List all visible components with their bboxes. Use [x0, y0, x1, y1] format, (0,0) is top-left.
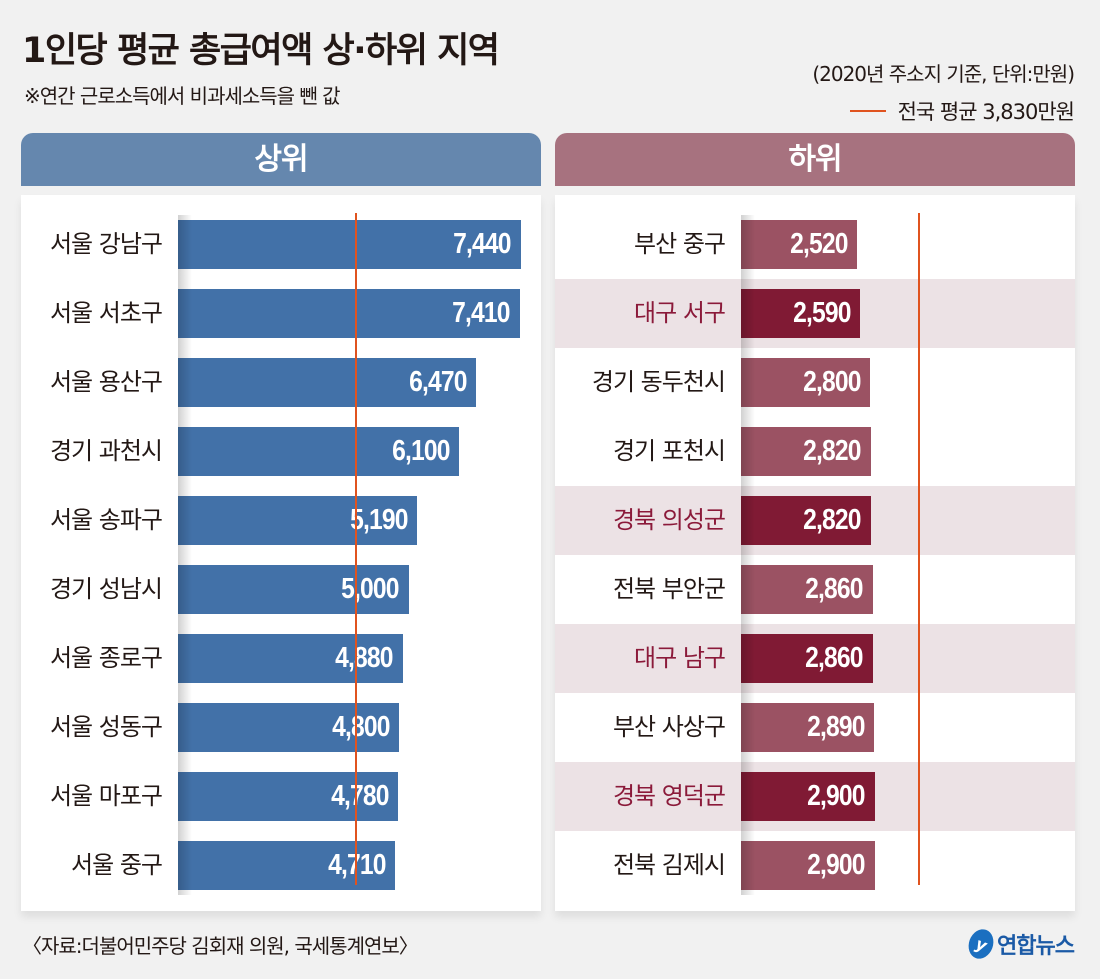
bar: 4,800	[178, 703, 400, 752]
bar: 7,410	[178, 289, 520, 338]
bar-value-label: 2,860	[805, 573, 863, 605]
category-label: 서울 중구	[71, 851, 163, 879]
bar-value-label: 5,190	[349, 504, 408, 536]
category-label: 부산 중구	[634, 230, 726, 258]
category-label: 경기 동두천시	[591, 368, 726, 396]
bar: 5,190	[178, 496, 418, 545]
category-label: 부산 사상구	[612, 713, 726, 741]
bar: 2,590	[741, 289, 861, 338]
bar-value-label: 6,470	[408, 366, 467, 398]
axis-shadow	[178, 215, 192, 895]
bar: 2,520	[741, 220, 858, 269]
legend-line-icon	[849, 110, 886, 112]
bar-value-label: 2,520	[789, 228, 848, 260]
top-panel-header: 상위	[21, 133, 541, 186]
legend-label: 전국 평균 3,830만원	[897, 100, 1075, 124]
axis-shadow	[741, 215, 755, 895]
yonhap-logo-icon: y	[964, 925, 998, 963]
bar: 2,900	[741, 772, 875, 821]
bar-value-label: 5,000	[341, 573, 399, 605]
bar: 2,860	[741, 565, 873, 614]
category-label: 경기 포천시	[612, 437, 726, 465]
logo-text: 연합뉴스	[997, 934, 1075, 959]
bar-value-label: 6,100	[391, 435, 450, 467]
bar: 2,860	[741, 634, 873, 683]
category-label: 서울 강남구	[49, 230, 163, 258]
bar: 7,440	[178, 220, 521, 269]
bar: 6,100	[178, 427, 460, 476]
legend: 전국 평균 3,830만원	[849, 96, 1075, 126]
category-label: 대구 남구	[634, 644, 726, 672]
chart-title: 1인당 평균 총급여액 상·하위 지역	[22, 31, 500, 71]
bar-value-label: 2,820	[803, 435, 862, 467]
bar-value-label: 2,900	[807, 780, 865, 812]
category-label: 서울 용산구	[49, 368, 163, 396]
average-reference-line	[917, 213, 920, 885]
bar: 2,820	[741, 496, 871, 545]
bar-value-label: 2,800	[802, 366, 861, 398]
bar: 2,800	[741, 358, 871, 407]
category-label: 서울 서초구	[49, 299, 163, 327]
bar-value-label: 4,800	[331, 711, 390, 743]
category-label: 경북 의성군	[612, 506, 726, 534]
bar: 4,710	[178, 841, 396, 890]
bar-value-label: 4,880	[335, 642, 394, 674]
bar-value-label: 2,820	[803, 504, 862, 536]
bar: 5,000	[178, 565, 409, 614]
bar-value-label: 2,900	[807, 849, 865, 881]
logo: y 연합뉴스	[964, 925, 1075, 963]
category-label: 서울 성동구	[49, 713, 163, 741]
category-label: 경북 영덕군	[612, 782, 726, 810]
bar: 2,900	[741, 841, 875, 890]
unit-note: (2020년 주소지 기준, 단위:만원)	[812, 62, 1075, 86]
average-reference-line	[354, 213, 357, 885]
category-label: 경기 과천시	[49, 437, 163, 465]
bar: 4,780	[178, 772, 399, 821]
bar-value-label: 4,780	[330, 780, 389, 812]
category-label: 서울 마포구	[49, 782, 163, 810]
category-label: 전북 김제시	[612, 851, 726, 879]
bar-value-label: 7,410	[452, 297, 510, 329]
chart-subtitle: ※연간 근로소득에서 비과세소득을 뺀 값	[24, 84, 341, 108]
category-label: 서울 종로구	[49, 644, 163, 672]
bar: 2,820	[741, 427, 871, 476]
bar: 6,470	[178, 358, 477, 407]
bar: 2,890	[741, 703, 875, 752]
top-panel: 서울 강남구 7,440 서울 서초구 7,410 서울 용산구 6,470 경기 과천시 6…	[21, 195, 541, 911]
category-label: 전북 부안군	[612, 575, 726, 603]
bar-value-label: 2,890	[806, 711, 865, 743]
bottom-panel: 부산 중구 2,520 대구 서구 2,590 경기 동두천시 2,800 경기 포천시 2,…	[555, 195, 1075, 911]
source-note: 〈자료:더불어민주당 김회재 의원, 국세통계연보〉	[22, 934, 419, 958]
bar-value-label: 4,710	[328, 841, 386, 890]
bar: 4,880	[178, 634, 403, 683]
bottom-panel-header: 하위	[555, 133, 1075, 186]
bar-value-label: 2,860	[805, 642, 863, 674]
category-label: 경기 성남시	[49, 575, 163, 603]
bar-value-label: 7,440	[453, 228, 512, 260]
category-label: 대구 서구	[634, 299, 726, 327]
category-label: 서울 송파구	[49, 506, 163, 534]
bar-value-label: 2,590	[792, 297, 851, 329]
